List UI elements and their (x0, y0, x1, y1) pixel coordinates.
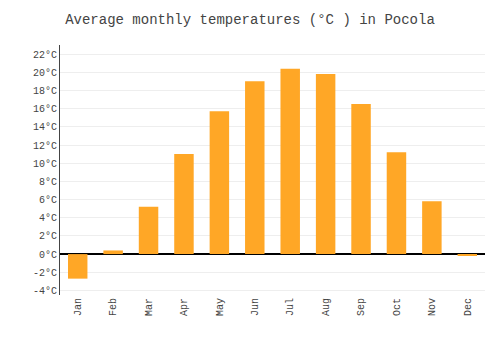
svg-text:10°C: 10°C (33, 159, 57, 170)
svg-text:Oct: Oct (392, 298, 403, 316)
svg-text:Apr: Apr (179, 298, 190, 316)
svg-text:Mar: Mar (144, 298, 155, 316)
svg-text:2°C: 2°C (39, 231, 57, 242)
svg-text:Average monthly temperatures (: Average monthly temperatures (°C ) in Po… (65, 12, 435, 28)
svg-text:Dec: Dec (463, 298, 474, 316)
svg-text:Jul: Jul (285, 298, 296, 316)
svg-text:6°C: 6°C (39, 195, 57, 206)
svg-text:16°C: 16°C (33, 104, 57, 115)
svg-text:12°C: 12°C (33, 141, 57, 152)
svg-text:-2°C: -2°C (33, 268, 57, 279)
svg-text:May: May (215, 298, 226, 316)
svg-text:Feb: Feb (108, 298, 119, 316)
svg-text:Sep: Sep (356, 298, 367, 316)
svg-text:20°C: 20°C (33, 68, 57, 79)
svg-text:14°C: 14°C (33, 122, 57, 133)
svg-text:18°C: 18°C (33, 86, 57, 97)
svg-text:Jan: Jan (73, 298, 84, 316)
svg-text:-4°C: -4°C (33, 286, 57, 297)
svg-text:Nov: Nov (427, 298, 438, 316)
svg-text:4°C: 4°C (39, 213, 57, 224)
svg-text:Aug: Aug (321, 298, 332, 316)
svg-text:0°C: 0°C (39, 250, 57, 261)
svg-text:8°C: 8°C (39, 177, 57, 188)
svg-text:22°C: 22°C (33, 50, 57, 61)
svg-text:Jun: Jun (250, 298, 261, 316)
